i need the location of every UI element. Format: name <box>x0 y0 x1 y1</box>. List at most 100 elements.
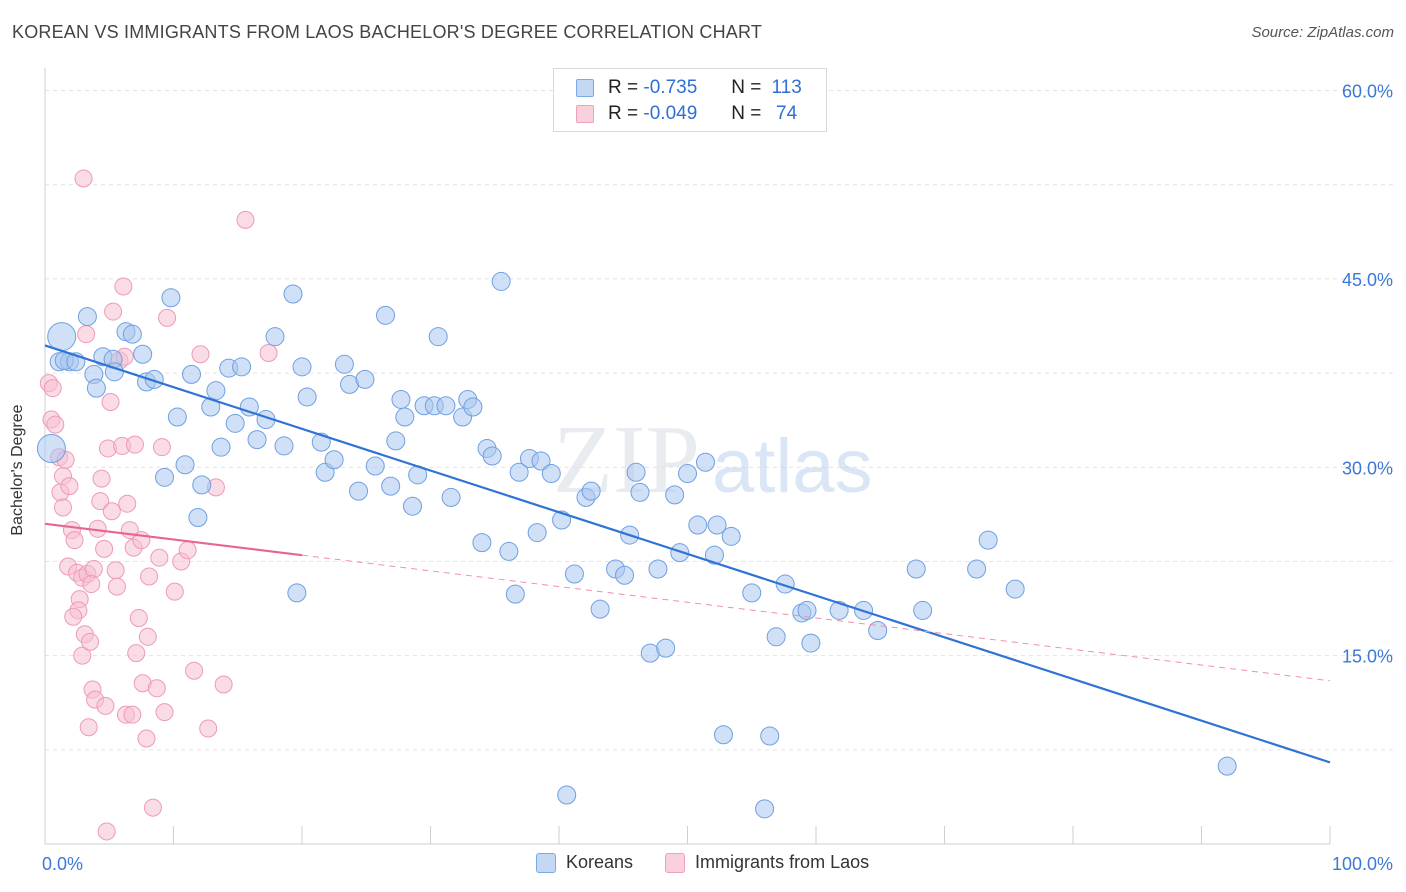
legend-n-value-koreans: 113 <box>771 77 802 98</box>
grid-lines <box>45 90 1395 751</box>
data-point-laos <box>53 498 72 517</box>
data-point-koreans <box>760 726 780 746</box>
data-point-laos <box>152 438 171 457</box>
data-point-laos <box>127 644 146 663</box>
data-point-koreans <box>211 437 231 457</box>
data-point-koreans <box>441 487 461 507</box>
series-laos <box>39 169 278 841</box>
chart-title: KOREAN VS IMMIGRANTS FROM LAOS BACHELOR'… <box>12 22 763 42</box>
bottom-legend-koreans[interactable]: Koreans <box>536 852 633 873</box>
data-point-koreans <box>133 344 153 364</box>
data-point-koreans <box>287 583 307 603</box>
data-point-koreans <box>239 397 259 417</box>
data-point-laos <box>178 541 197 560</box>
data-point-koreans <box>482 446 502 466</box>
data-point-koreans <box>36 433 66 463</box>
data-point-koreans <box>541 464 561 484</box>
data-point-laos <box>73 646 92 665</box>
tick-labels: 15.0% 30.0% 45.0% 60.0% 0.0% 100.0% <box>42 82 1393 874</box>
data-point-koreans <box>167 407 187 427</box>
data-point-koreans <box>665 485 685 505</box>
legend-r-label: R = <box>608 77 639 98</box>
data-point-koreans <box>206 381 226 401</box>
data-point-laos <box>65 531 84 550</box>
legend-n-label: N = <box>731 103 762 124</box>
legend-r-value-laos: -0.049 <box>643 103 698 124</box>
data-point-laos <box>80 632 99 651</box>
trend-line-laos <box>44 522 303 557</box>
bottom-legend-laos[interactable]: Immigrants from Laos <box>665 852 869 873</box>
bottom-legend-swatch-laos <box>665 852 686 873</box>
data-point-laos <box>60 477 79 496</box>
data-point-koreans <box>766 627 786 647</box>
data-point-koreans <box>274 436 294 456</box>
data-point-koreans <box>86 378 106 398</box>
data-point-laos <box>147 679 166 698</box>
legend-n-label: N = <box>731 77 762 98</box>
data-point-koreans <box>688 515 708 535</box>
data-point-koreans <box>913 600 933 620</box>
data-point-laos <box>118 494 137 513</box>
data-point-laos <box>158 308 177 327</box>
legend-r-label: R = <box>608 103 639 124</box>
data-point-laos <box>165 582 184 601</box>
data-point-koreans <box>630 482 650 502</box>
data-point-koreans <box>978 530 998 550</box>
data-point-koreans <box>376 305 396 325</box>
data-point-koreans <box>155 467 175 487</box>
trend-line-laos-extended <box>301 554 1331 682</box>
data-point-koreans <box>283 284 303 304</box>
data-point-koreans <box>386 431 406 451</box>
data-point-laos <box>123 705 142 724</box>
data-point-koreans <box>491 271 511 291</box>
data-point-laos <box>138 627 157 646</box>
data-point-koreans <box>564 564 584 584</box>
legend-row-laos: R = -0.049 N = 74 <box>576 102 807 126</box>
data-point-laos <box>137 729 156 748</box>
data-point-laos <box>77 325 96 344</box>
data-point-koreans <box>161 288 181 308</box>
legend-swatch-koreans <box>576 79 594 97</box>
data-point-koreans <box>292 357 312 377</box>
data-point-koreans <box>334 354 354 374</box>
y-tick-label: 30.0% <box>1342 458 1393 478</box>
data-point-koreans <box>704 545 724 565</box>
data-point-koreans <box>47 322 77 352</box>
data-point-koreans <box>436 396 456 416</box>
bottom-legend-label-laos: Immigrants from Laos <box>695 852 870 872</box>
data-point-koreans <box>472 533 492 553</box>
data-point-koreans <box>656 638 676 658</box>
y-tick-label: 45.0% <box>1342 270 1393 290</box>
data-point-koreans <box>192 475 212 495</box>
data-point-koreans <box>775 574 795 594</box>
source-label: Source: ZipAtlas.com <box>1251 24 1394 41</box>
y-tick-label: 60.0% <box>1342 82 1393 102</box>
data-point-koreans <box>122 324 142 344</box>
bottom-legend: Koreans Immigrants from Laos <box>536 852 901 873</box>
data-point-laos <box>92 469 111 488</box>
data-point-laos <box>191 345 210 364</box>
data-point-laos <box>150 548 169 567</box>
data-point-koreans <box>509 462 529 482</box>
data-point-koreans <box>670 543 690 563</box>
data-point-laos <box>96 696 115 715</box>
data-point-laos <box>97 822 116 841</box>
data-point-laos <box>125 435 144 454</box>
data-point-koreans <box>391 389 411 409</box>
data-point-koreans <box>188 508 208 528</box>
data-point-koreans <box>505 584 525 604</box>
data-point-laos <box>143 798 162 817</box>
data-point-laos <box>236 210 255 229</box>
data-point-laos <box>129 608 148 627</box>
data-point-koreans <box>615 565 635 585</box>
data-point-koreans <box>1005 579 1025 599</box>
data-point-laos <box>101 392 120 411</box>
data-point-laos <box>64 607 83 626</box>
data-point-koreans <box>77 307 97 327</box>
data-point-laos <box>84 559 103 578</box>
data-point-laos <box>102 502 121 521</box>
data-point-koreans <box>349 481 369 501</box>
data-point-koreans <box>648 559 668 579</box>
data-point-koreans <box>395 407 415 427</box>
